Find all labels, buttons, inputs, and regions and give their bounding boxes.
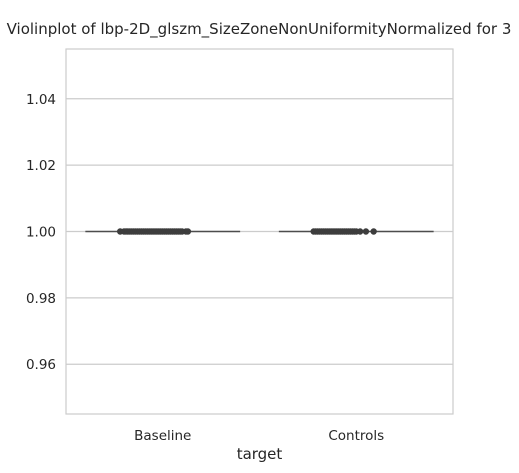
plot-frame [65, 48, 454, 415]
data-point [370, 228, 377, 235]
y-tick-label: 1.00 [26, 225, 56, 241]
x-axis-label: target [237, 445, 283, 463]
x-tick-labels: Baseline Controls [134, 428, 384, 444]
data-point [356, 228, 364, 235]
y-tick-label: 0.96 [26, 357, 56, 373]
y-tick-labels: 0.96 0.98 1.00 1.02 1.04 [26, 92, 56, 373]
data-point [184, 228, 192, 235]
x-tick-label: Baseline [134, 428, 191, 444]
data-point [362, 228, 370, 235]
violin-marks [85, 228, 434, 235]
y-tick-label: 0.98 [26, 291, 56, 307]
y-tick-label: 1.02 [26, 158, 56, 174]
y-tick-label: 1.04 [26, 92, 56, 108]
x-tick-label: Controls [328, 428, 384, 444]
chart-title: Violinplot of lbp-2D_glszm_SizeZoneNonUn… [7, 20, 512, 39]
